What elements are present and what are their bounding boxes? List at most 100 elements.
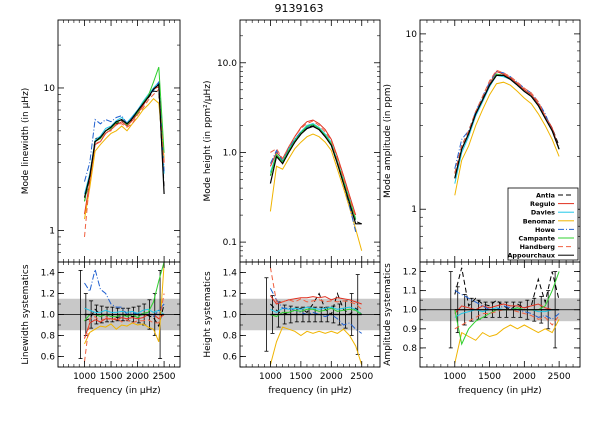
plot-area-hts — [240, 267, 380, 366]
y-tick-label: 10 — [406, 30, 418, 40]
y-tick-label: 1.2 — [403, 268, 417, 278]
x-tick-label: 2500 — [350, 372, 373, 382]
series-line-campante — [84, 262, 165, 322]
series-line-antia — [269, 124, 362, 225]
plot-area-amps — [420, 267, 580, 364]
x-tick-label: 1000 — [259, 372, 282, 382]
x-tick-label: 2000 — [513, 372, 536, 382]
x-axis-label: frequency (in μHz) — [458, 386, 541, 396]
series-line-antia — [270, 291, 363, 316]
legend-label: Benomar — [523, 217, 556, 225]
y-tick-label: 1.1 — [403, 287, 417, 297]
series-line-davies — [84, 307, 165, 315]
y-tick-label: 1 — [411, 205, 417, 215]
legend: AntiaReguloDaviesBenomarHoweCampanteHand… — [507, 187, 579, 261]
series-line-handberg — [269, 267, 363, 310]
y-axis-label: Mode height (in ppm²/μHz) — [203, 80, 213, 201]
series-line-benomar — [84, 264, 165, 345]
panel-lws: 1000 1500 2000 2500 0.6 0.8 1.0 1.2 1.4 Linewidth… — [21, 261, 181, 396]
y-tick-label: 0.8 — [403, 344, 418, 354]
y-tick-label: 0.1 — [223, 238, 237, 248]
series-line-campante — [270, 307, 362, 318]
series-line-benomar — [269, 326, 363, 366]
series-line-howe — [454, 290, 560, 320]
series-line-howe — [84, 80, 165, 182]
plot-area-lws — [58, 262, 180, 362]
x-tick-label: 2000 — [126, 372, 149, 382]
y-tick-label: 0.8 — [223, 332, 238, 342]
x-tick-label: 1500 — [289, 372, 312, 382]
panel-amps: 1000 1500 2000 2500 0.8 0.9 1.0 1.1 1.2 Amplitude… — [383, 261, 581, 396]
series-line-appourchaux — [454, 74, 560, 179]
legend-label: Davies — [531, 209, 555, 217]
y-tick-label: 1.2 — [223, 290, 237, 300]
x-tick-label: 2500 — [548, 372, 571, 382]
series-line-campante — [269, 123, 357, 220]
y-tick-label: 0.8 — [41, 332, 56, 342]
legend-label: Regulo — [530, 200, 556, 208]
panel-hts: 1000 1500 2000 2500 0.6 0.8 1.0 1.2 1.4 Height sy… — [203, 261, 381, 396]
x-tick-label: 2500 — [153, 372, 176, 382]
series-line-regulo — [454, 303, 560, 314]
series-line-handberg — [270, 120, 357, 218]
panel-amp: 1 10 Mode amplitude (in ppm) AntiaReguloDav… — [383, 19, 581, 263]
series-line-handberg — [84, 293, 165, 362]
series-line-handberg — [84, 88, 165, 237]
y-tick-label: 1.4 — [41, 269, 56, 279]
legend-label: Appourchaux — [507, 252, 555, 260]
y-axis-label: Height systematics — [203, 271, 213, 358]
y-axis-label: Linewidth systematics — [21, 264, 31, 364]
series-line-davies — [269, 123, 357, 220]
y-tick-label: 1.0 — [223, 311, 238, 321]
y-tick-label: 0.6 — [41, 353, 56, 363]
plot-area-lw — [83, 66, 165, 237]
series-line-davies — [270, 306, 363, 315]
y-tick-label: 0.6 — [223, 353, 238, 363]
y-tick-label: 1 — [49, 226, 55, 236]
plot-area-ht — [269, 119, 363, 251]
series-line-antia — [454, 73, 560, 174]
legend-label: Howe — [535, 226, 556, 234]
series-line-appourchaux — [83, 83, 165, 198]
series-line-regulo — [84, 85, 165, 215]
y-axis-label: Amplitude systematics — [383, 263, 393, 366]
series-line-benomar — [454, 319, 560, 364]
x-axis-label: frequency (in μHz) — [268, 386, 351, 396]
series-line-howe — [269, 288, 362, 334]
series-line-campante — [84, 66, 165, 202]
y-tick-label: 1.0 — [403, 306, 418, 316]
y-tick-label: 10.0 — [217, 59, 237, 69]
series-line-antia — [84, 90, 165, 202]
y-axis-label: Mode linewidth (in μHz) — [21, 88, 31, 195]
panel-frame — [239, 19, 381, 263]
y-tick-label: 1.4 — [223, 269, 238, 279]
legend-label: Antia — [536, 192, 555, 200]
y-axis-label: Mode amplitude (in ppm) — [383, 84, 393, 198]
series-line-benomar — [454, 81, 560, 196]
y-tick-label: 0.9 — [403, 325, 418, 335]
y-tick-label: 1.2 — [41, 290, 55, 300]
x-tick-label: 1500 — [100, 372, 123, 382]
x-axis-label: frequency (in μHz) — [77, 386, 160, 396]
panel-ht: 0.1 1.0 10.0 Mode height (in ppm²/μHz) — [203, 19, 381, 263]
legend-label: Handberg — [520, 243, 556, 251]
x-tick-label: 1000 — [443, 372, 466, 382]
series-line-regulo — [269, 119, 357, 216]
series-line-handberg — [454, 69, 560, 174]
series-line-benomar — [84, 97, 165, 220]
plot-area-amp — [454, 69, 560, 196]
x-tick-label: 1500 — [478, 372, 501, 382]
series-line-benomar — [269, 133, 363, 251]
x-tick-label: 2000 — [320, 372, 343, 382]
y-tick-label: 10 — [44, 84, 56, 94]
figure-title: 9139163 — [275, 2, 324, 15]
panel-lw: 1 10 Mode linewidth (in μHz) — [21, 19, 181, 263]
y-tick-label: 1.0 — [41, 311, 56, 321]
legend-box — [507, 187, 579, 261]
legend-label: Campante — [519, 235, 556, 243]
series-line-antia — [454, 267, 560, 311]
series-line-howe — [454, 70, 560, 169]
y-tick-label: 1.0 — [223, 148, 238, 158]
